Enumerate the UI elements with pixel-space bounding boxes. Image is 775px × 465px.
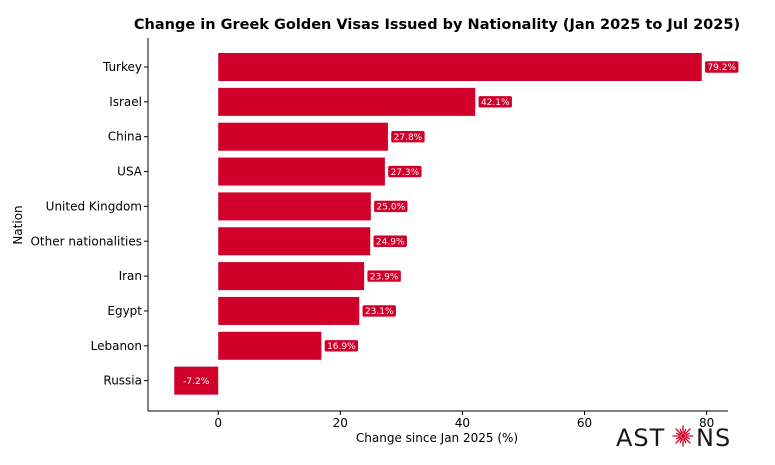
data-label-4: 25.0% xyxy=(373,200,409,213)
x-tick-label-4: 80 xyxy=(699,416,714,430)
logo-text-left: AST xyxy=(616,424,665,452)
data-label-7: 23.1% xyxy=(361,304,397,318)
y-tick-label-5: Other nationalities xyxy=(30,234,142,248)
data-label-8: 16.9% xyxy=(324,339,359,353)
svg-text:27.8%: 27.8% xyxy=(394,133,423,143)
y-tick-label-3: USA xyxy=(117,165,143,179)
data-label-6: 23.9% xyxy=(366,269,402,283)
y-tick-label-7: Egypt xyxy=(107,304,142,318)
axes-group: Turkey Israel China USA United Kingdom Other … xyxy=(30,38,728,430)
bars-group: 79.2% 42.1% 27.8% 27.3% 25.0% 24.9% 23.9% 23.1%… xyxy=(174,53,740,395)
y-tick-label-9: Russia xyxy=(103,374,142,388)
bar-4 xyxy=(218,192,371,221)
x-tick-label-3: 60 xyxy=(577,416,592,430)
data-label-2: 27.8% xyxy=(390,130,426,143)
x-axis-label: Change since Jan 2025 (%) xyxy=(356,431,518,445)
svg-text:24.9%: 24.9% xyxy=(376,237,405,247)
astons-logo: AST NS xyxy=(616,424,731,452)
data-label-5: 24.9% xyxy=(372,234,408,248)
y-tick-label-6: Iran xyxy=(119,269,142,283)
y-axis-label: Nation xyxy=(11,205,25,244)
svg-text:23.9%: 23.9% xyxy=(370,272,399,282)
chart-title: Change in Greek Golden Visas Issued by N… xyxy=(134,17,740,33)
data-label-0: 79.2% xyxy=(704,60,740,74)
x-tick-label-2: 40 xyxy=(455,416,470,430)
svg-text:42.1%: 42.1% xyxy=(481,98,510,108)
data-label-3: 27.3% xyxy=(387,165,423,178)
bar-0 xyxy=(218,53,702,81)
svg-text:23.1%: 23.1% xyxy=(365,307,394,317)
bar-2 xyxy=(218,122,388,151)
x-tick-label-1: 20 xyxy=(333,416,348,430)
bar-6 xyxy=(218,262,365,291)
bar-1 xyxy=(218,87,476,116)
y-tick-label-2: China xyxy=(108,130,142,144)
y-tick-label-0: Turkey xyxy=(102,60,142,74)
y-tick-label-4: United Kingdom xyxy=(46,199,142,213)
svg-text:25.0%: 25.0% xyxy=(377,203,406,213)
logo-star-icon xyxy=(672,425,694,447)
bar-8 xyxy=(218,331,322,360)
bar-3 xyxy=(218,157,385,186)
data-label-9: -7.2% xyxy=(179,374,214,387)
logo-text-right: NS xyxy=(696,424,731,452)
svg-text:27.3%: 27.3% xyxy=(391,168,420,178)
bar-5 xyxy=(218,227,371,256)
y-tick-label-8: Lebanon xyxy=(91,339,142,353)
bar-7 xyxy=(218,296,360,325)
svg-text:-7.2%: -7.2% xyxy=(183,377,210,387)
svg-text:16.9%: 16.9% xyxy=(327,342,356,352)
y-tick-label-1: Israel xyxy=(109,95,142,109)
data-label-1: 42.1% xyxy=(477,95,513,109)
svg-text:79.2%: 79.2% xyxy=(707,63,736,73)
x-tick-label-0: 0 xyxy=(214,416,222,430)
